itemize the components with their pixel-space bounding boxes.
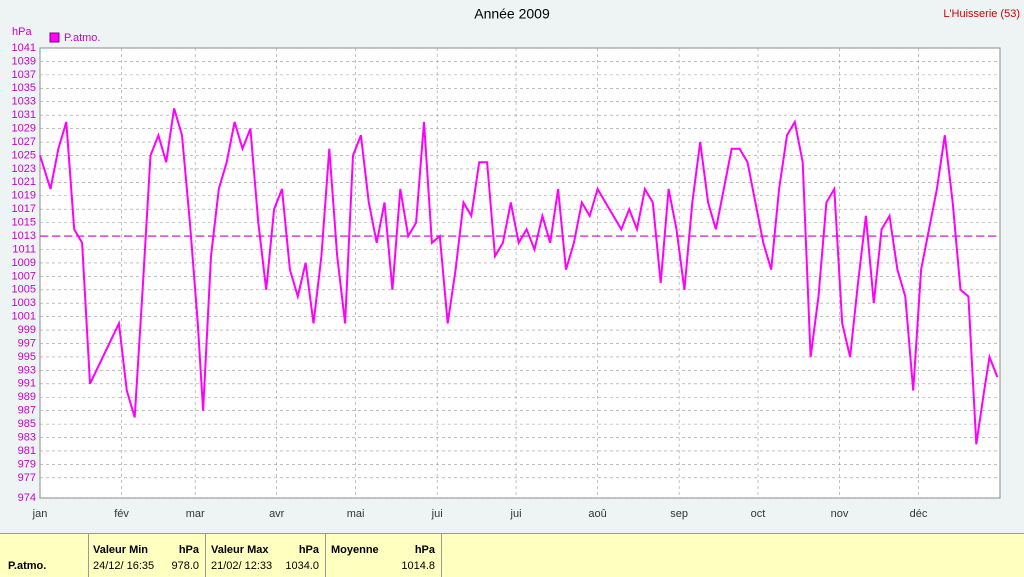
stat-value: 1014.8 <box>401 560 435 572</box>
y-tick-label: 1003 <box>12 297 36 309</box>
y-tick-label: 979 <box>18 458 36 470</box>
row-label: P.atmo. <box>8 560 47 572</box>
y-tick-label: 985 <box>18 418 36 430</box>
y-tick-label: 1021 <box>12 176 36 188</box>
stat-title: Valeur Min <box>93 544 149 556</box>
x-tick-label: jui <box>510 508 522 520</box>
y-tick-label: 1019 <box>12 190 36 202</box>
y-tick-label: 1039 <box>12 55 36 67</box>
y-tick-label: 1027 <box>12 136 36 148</box>
y-tick-label: 1041 <box>12 42 36 54</box>
y-tick-label: 991 <box>18 378 36 390</box>
y-tick-label: 1009 <box>12 257 36 269</box>
y-tick-label: 974 <box>18 492 36 504</box>
chart: Année 2009 L'Huisserie (53) hPa P.atmo. … <box>12 6 1020 520</box>
x-tick-label: fév <box>114 508 129 520</box>
x-tick-label: mai <box>347 508 365 520</box>
y-tick-label: 981 <box>18 445 36 457</box>
y-tick-label: 1033 <box>12 96 36 108</box>
y-tick-label: 989 <box>18 391 36 403</box>
summary-table: P.atmo. Valeur Min hPa 24/12/ 16:35 978.0 Val… <box>0 533 1024 577</box>
y-tick-label: 1005 <box>12 284 36 296</box>
y-tick-label: 999 <box>18 324 36 336</box>
stat-date: 24/12/ 16:35 <box>93 560 155 572</box>
y-tick-label: 995 <box>18 351 36 363</box>
y-tick-label: 1035 <box>12 82 36 94</box>
x-tick-label: jan <box>32 508 48 520</box>
y-tick-label: 1031 <box>12 109 36 121</box>
stat-title: Moyenne <box>331 544 379 556</box>
y-tick-label: 997 <box>18 337 36 349</box>
stat-cell: Valeur Min hPa 24/12/ 16:35 978.0 <box>88 534 206 577</box>
y-tick-label: 1001 <box>12 311 36 323</box>
x-tick-label: jui <box>431 508 443 520</box>
y-tick-label: 1007 <box>12 270 36 282</box>
stat-value: 1034.0 <box>285 560 319 572</box>
stat-cell: Valeur Max hPa 21/02/ 12:33 1034.0 <box>206 534 326 577</box>
x-tick-label: aoû <box>588 508 606 520</box>
label-cell: P.atmo. <box>0 534 89 577</box>
stat-cell: Moyenne hPa 1014.8 <box>326 534 442 577</box>
y-tick-label: 1025 <box>12 149 36 161</box>
station: L'Huisserie (53) <box>943 8 1020 20</box>
y-unit: hPa <box>12 26 32 38</box>
series-line <box>39 108 999 445</box>
y-tick-label: 1017 <box>12 203 36 215</box>
x-tick-label: oct <box>751 508 766 520</box>
legend-label: P.atmo. <box>64 32 101 44</box>
y-tick-label: 987 <box>18 405 36 417</box>
y-tick-label: 983 <box>18 431 36 443</box>
stat-unit: hPa <box>414 544 435 556</box>
stat-value: 978.0 <box>171 560 199 572</box>
stat-unit: hPa <box>298 544 319 556</box>
x-tick-label: sep <box>670 508 688 520</box>
x-tick-label: nov <box>831 508 849 520</box>
y-tick-label: 1037 <box>12 69 36 81</box>
x-tick-label: déc <box>910 508 928 520</box>
y-tick-label: 1023 <box>12 163 36 175</box>
stat-date: 21/02/ 12:33 <box>211 560 273 572</box>
plot-area <box>39 47 1001 499</box>
stat-unit: hPa <box>178 544 199 556</box>
chart-title: Année 2009 <box>474 6 550 22</box>
y-tick-label: 1029 <box>12 123 36 135</box>
y-tick-label: 1015 <box>12 217 36 229</box>
y-tick-label: 1013 <box>12 230 36 242</box>
x-tick-label: avr <box>269 508 285 520</box>
y-tick-label: 993 <box>18 364 36 376</box>
x-tick-label: mar <box>186 508 205 520</box>
y-tick-label: 1011 <box>12 243 36 255</box>
y-tick-label: 977 <box>18 472 36 484</box>
legend-swatch <box>49 32 60 43</box>
stat-title: Valeur Max <box>211 544 269 556</box>
